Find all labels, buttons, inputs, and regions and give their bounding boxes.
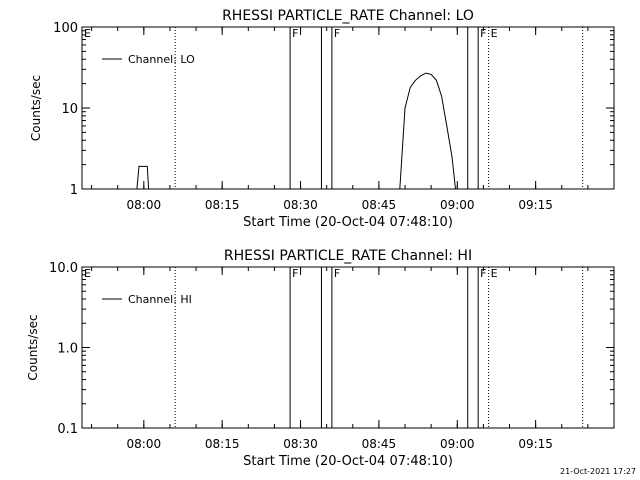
panel2-x-tick-label: 08:15 — [205, 437, 240, 451]
panel2-flag-label: E — [491, 267, 498, 280]
panel2-y-tick-label: 10.0 — [49, 261, 78, 276]
panel2-x-axis-label: Start Time (20-Oct-04 07:48:10) — [243, 454, 453, 469]
panel1-x-tick-label: 09:00 — [440, 198, 475, 212]
panel1-x-tick-label: 09:15 — [518, 198, 553, 212]
panel2-plot-frame — [81, 266, 615, 429]
panel1-title: RHESSI PARTICLE_RATE Channel: LO — [222, 8, 474, 24]
panel1-y-tick-label: 1 — [70, 183, 78, 198]
panel2-y-tick-label: 0.1 — [57, 422, 78, 437]
panel2-title: RHESSI PARTICLE_RATE Channel: HI — [224, 248, 472, 264]
panel2-x-tick-label: 08:30 — [283, 437, 318, 451]
panel1-flag-label: F — [480, 27, 486, 40]
footer-timestamp: 21-Oct-2021 17:27 — [560, 467, 636, 476]
panel2-legend-entry: Channel: HI — [128, 293, 192, 306]
panel1-x-tick-label: 08:45 — [362, 198, 397, 212]
panel1-y-axis-label: Counts/sec — [29, 75, 43, 141]
panel1-x-tick-label: 08:00 — [127, 198, 162, 212]
panel1-flag-label: E — [491, 27, 498, 40]
panel2-x-tick-label: 09:15 — [518, 437, 553, 451]
panel1-plot-frame — [81, 26, 615, 190]
panel2-x-tick-label: 08:45 — [362, 437, 397, 451]
panel2-flag-label: F — [480, 267, 486, 280]
panel1-x-tick-label: 08:30 — [283, 198, 318, 212]
panel1-series-line — [136, 72, 456, 190]
panel1-flag-label: F — [292, 27, 298, 40]
panel2-flag-label: F — [292, 267, 298, 280]
panel2-x-tick-label: 09:00 — [440, 437, 475, 451]
panel1-x-tick-label: 08:15 — [205, 198, 240, 212]
panel2-flag-label: F — [334, 267, 340, 280]
panel2-y-tick-label: 1.0 — [57, 342, 78, 357]
panel2-flag-label: E — [84, 267, 91, 280]
panel1-y-tick-label: 10 — [61, 102, 78, 117]
panel1-flag-label: E — [84, 27, 91, 40]
panel2-y-axis-label: Counts/sec — [26, 314, 40, 380]
panel1-flag-label: F — [334, 27, 340, 40]
panel1-y-tick-label: 100 — [53, 21, 78, 36]
panel2-x-tick-label: 08:00 — [127, 437, 162, 451]
panel1-legend-entry: Channel: LO — [128, 53, 195, 66]
panel1-x-axis-label: Start Time (20-Oct-04 07:48:10) — [243, 215, 453, 230]
